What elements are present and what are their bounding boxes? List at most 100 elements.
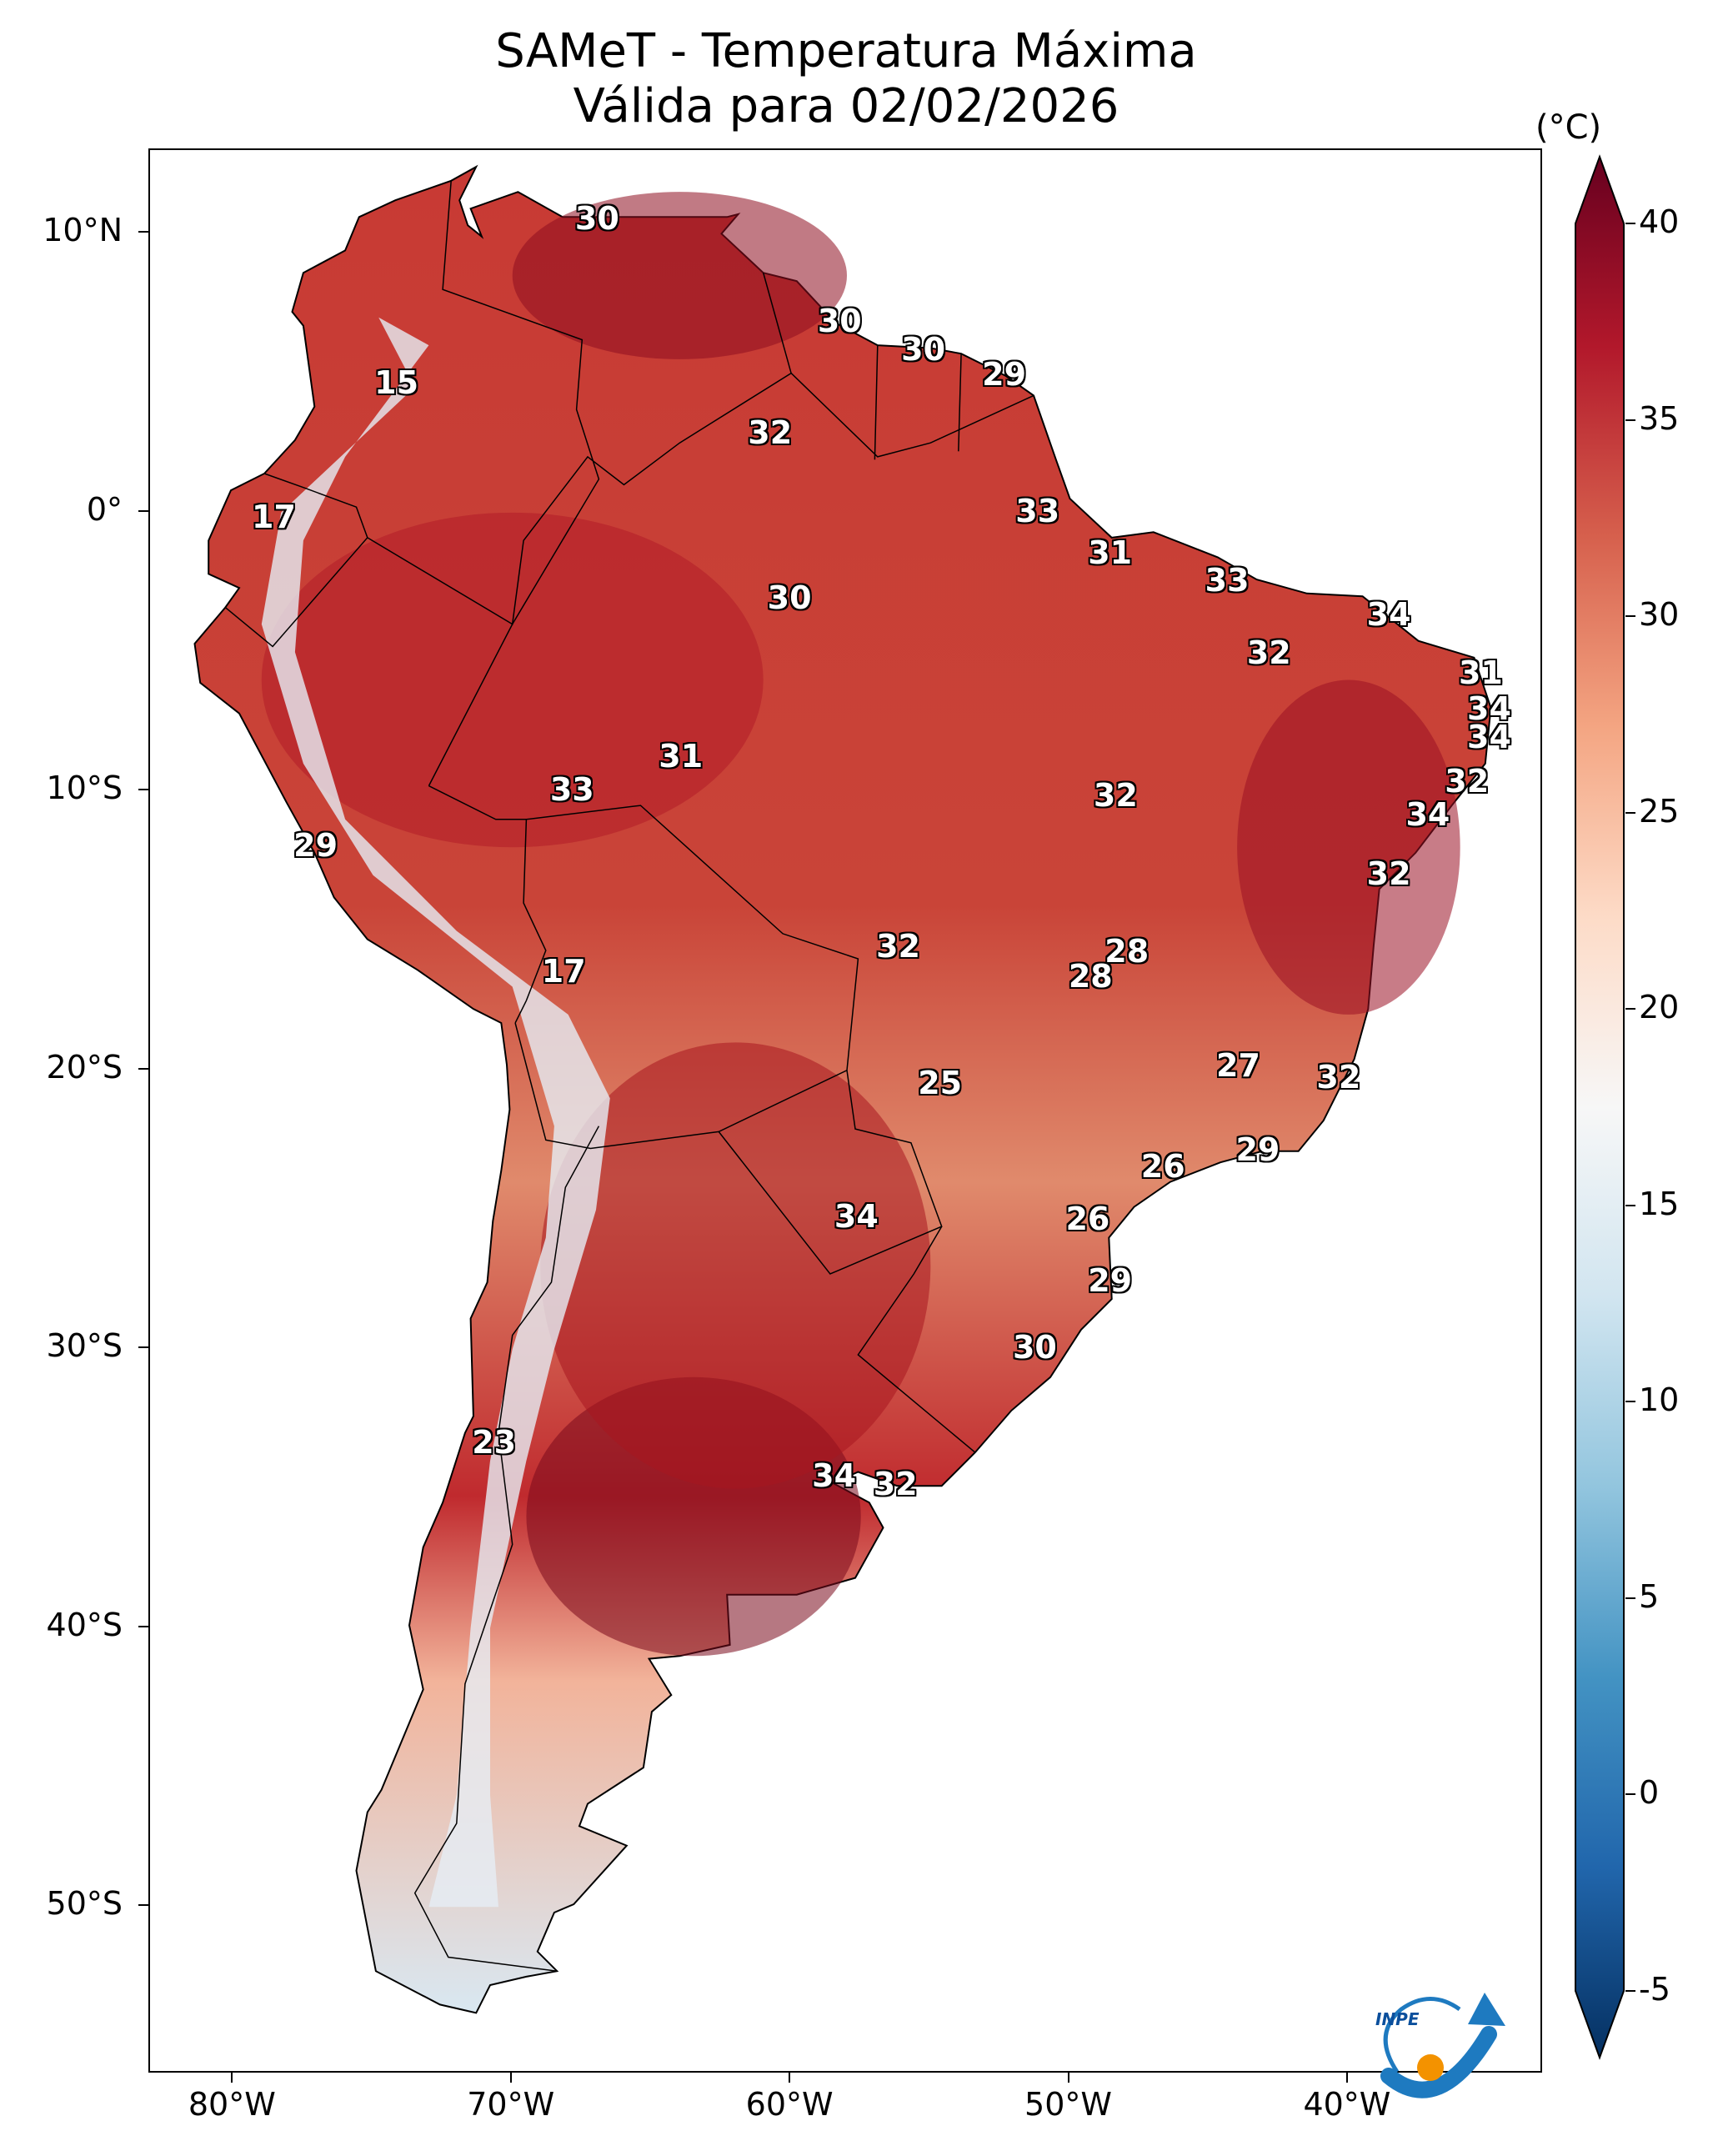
station-temperature-label: 30 (1012, 1329, 1057, 1366)
lon-tick (231, 2073, 233, 2083)
station-temperature-label: 31 (1458, 654, 1503, 691)
border-line-10 (958, 353, 962, 452)
colorbar-tick (1625, 1990, 1635, 1992)
colorbar-tick-label: 35 (1639, 399, 1680, 437)
colorbar-tick-label: 10 (1639, 1381, 1680, 1419)
lon-tick (509, 2073, 512, 2083)
hot-core-2 (540, 1042, 931, 1489)
station-temperature-label: 32 (1246, 634, 1291, 672)
station-temperature-label: 32 (1316, 1058, 1361, 1096)
lat-tick (138, 1625, 148, 1627)
colorbar-units: (°C) (1535, 108, 1602, 147)
border-line-9 (874, 345, 879, 460)
station-temperature-label: 31 (1088, 534, 1133, 571)
lat-tick (138, 1904, 148, 1907)
station-temperature-label: 33 (1205, 562, 1250, 599)
colorbar-tick (1625, 615, 1635, 618)
colorbar-gradient (1575, 154, 1625, 2060)
colorbar-tick-label: 30 (1639, 596, 1680, 634)
map-panel (148, 148, 1542, 2073)
station-temperature-label: 29 (293, 827, 338, 865)
lat-tick-label: 10°S (46, 770, 123, 807)
station-temperature-label: 28 (1104, 933, 1150, 970)
colorbar-tick (1625, 1008, 1635, 1010)
station-temperature-label: 30 (817, 303, 862, 340)
station-temperature-label: 30 (767, 579, 812, 616)
station-temperature-label: 32 (873, 1466, 918, 1503)
station-temperature-label: 34 (1405, 796, 1450, 834)
colorbar-tick (1625, 1204, 1635, 1206)
lon-tick-label: 70°W (467, 2086, 555, 2123)
colorbar-tick (1625, 1597, 1635, 1599)
station-temperature-label: 26 (1140, 1147, 1185, 1185)
colorbar-tick (1625, 1401, 1635, 1403)
station-temperature-label: 34 (1467, 690, 1511, 728)
station-temperature-label: 34 (1467, 718, 1511, 755)
lon-tick (1345, 2073, 1348, 2083)
colorbar-tick-label: 20 (1639, 989, 1680, 1026)
colorbar-tick (1625, 1793, 1635, 1796)
lat-tick-label: 30°S (46, 1327, 123, 1365)
lon-tick-label: 80°W (188, 2086, 276, 2123)
station-temperature-label: 15 (374, 364, 419, 401)
station-temperature-label: 17 (541, 952, 586, 990)
logo-text: INPE (1375, 2009, 1420, 2029)
lat-tick (138, 509, 148, 512)
station-temperature-label: 32 (1445, 763, 1490, 800)
station-temperature-label: 30 (574, 199, 619, 237)
border-line-2 (718, 1070, 943, 1275)
map-subtitle: Válida para 02/02/2026 (573, 79, 1119, 133)
station-temperature-label: 33 (549, 771, 594, 809)
border-line-8 (790, 373, 1034, 458)
colorbar-tick-label: 40 (1639, 203, 1680, 240)
lat-tick-label: 10°N (43, 212, 123, 249)
hot-core-4 (261, 512, 764, 848)
station-temperature-label: 32 (1093, 777, 1138, 815)
station-temperature-label: 29 (1235, 1131, 1280, 1168)
map-title: SAMeT - Temperatura Máxima (495, 24, 1197, 78)
station-temperature-label: 23 (472, 1424, 517, 1462)
station-temperature-label: 32 (748, 414, 793, 452)
station-temperature-label: 30 (901, 330, 946, 368)
south-america-landmass (193, 164, 1492, 2014)
lon-tick-label: 40°W (1303, 2086, 1391, 2123)
colorbar-tick-label: 15 (1639, 1185, 1680, 1222)
colorbar (1575, 154, 1625, 2060)
logo-arrow-body (1380, 2026, 1497, 2098)
colorbar-tick (1625, 223, 1635, 224)
border-line-7 (428, 180, 600, 786)
logo-orbit (1383, 1997, 1461, 2073)
border-line-3 (857, 1226, 976, 1453)
station-temperature-label: 32 (1366, 855, 1411, 892)
lat-tick-label: 50°S (46, 1885, 123, 1923)
station-temperature-label: 34 (1366, 595, 1411, 633)
logo-sun (1417, 2054, 1444, 2081)
border-line-1 (428, 785, 547, 1024)
station-temperature-label: 34 (834, 1198, 879, 1236)
colorbar-tick (1625, 419, 1635, 421)
station-temperature-label: 17 (252, 498, 296, 535)
border-line-6 (367, 272, 792, 625)
border-line-4 (413, 1126, 600, 1972)
station-temperature-label: 25 (918, 1064, 963, 1101)
colorbar-tick-label: 0 (1639, 1774, 1660, 1812)
colorbar-tick-label: 5 (1639, 1577, 1660, 1615)
colorbar-tick-label: -5 (1639, 1971, 1670, 2008)
station-temperature-label: 32 (876, 927, 920, 965)
hot-core-0 (512, 192, 847, 359)
lat-tick (138, 1346, 148, 1349)
border-line-5 (224, 473, 368, 648)
lat-tick (138, 231, 148, 233)
country-borders (224, 180, 1034, 1972)
station-temperature-label: 31 (659, 738, 704, 775)
lon-tick (789, 2073, 791, 2083)
inpe-logo (1380, 1993, 1505, 2098)
station-temperature-label: 27 (1216, 1047, 1260, 1085)
lat-tick-label: 40°S (46, 1606, 123, 1643)
lat-tick (138, 1067, 148, 1070)
colorbar-tick (1625, 811, 1635, 814)
lon-tick-label: 60°W (745, 2086, 834, 2123)
lat-tick-label: 0° (86, 490, 123, 528)
colorbar-tick-label: 25 (1639, 792, 1680, 830)
lat-tick (138, 789, 148, 791)
